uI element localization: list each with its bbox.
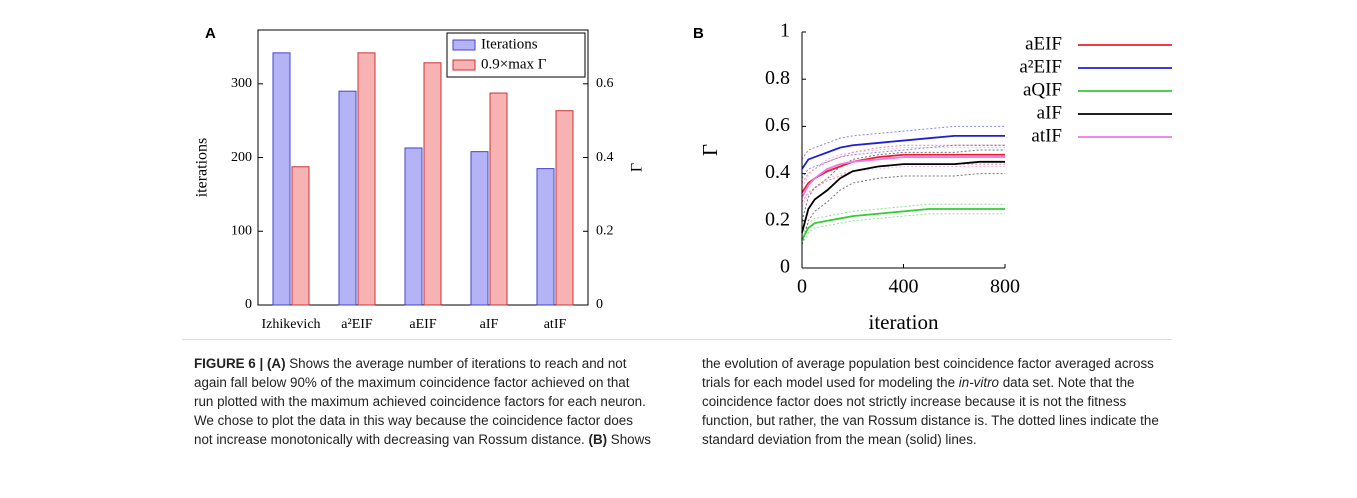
y-axis-label: Γ xyxy=(698,144,722,156)
y2-tick-label: 0.4 xyxy=(596,150,614,165)
std-line xyxy=(801,213,1005,245)
caption-label: FIGURE 6 | (A) xyxy=(194,356,286,371)
std-line xyxy=(801,125,1005,160)
mean-line xyxy=(801,208,1005,241)
caption: FIGURE 6 | (A) Shows the average number … xyxy=(182,339,1172,449)
y2-tick-label: 0 xyxy=(596,297,603,312)
y-tick-label: 0 xyxy=(245,297,252,312)
y-tick-label: 200 xyxy=(231,150,252,165)
bar xyxy=(555,110,574,306)
y-tick-label: 1 xyxy=(780,20,790,42)
bar xyxy=(489,92,508,306)
legend-label: Iterations xyxy=(481,36,538,52)
std-line xyxy=(801,173,1005,245)
y-tick-label: 0.4 xyxy=(765,161,790,183)
x-tick-label: 0 xyxy=(797,276,807,298)
legend-swatch xyxy=(452,39,476,51)
x-tick-label: 400 xyxy=(889,276,919,298)
caption-text: data set. Note that the coincidence fact… xyxy=(702,375,1159,447)
x-tick-label: aEIF xyxy=(409,317,436,332)
legend-label: a²EIF xyxy=(1019,56,1062,77)
bar xyxy=(291,166,310,306)
bar xyxy=(272,52,291,306)
legend-swatch xyxy=(452,59,476,71)
legend-label: aEIF xyxy=(1025,33,1062,54)
caption-text: Shows the average number of iterations t… xyxy=(194,356,646,447)
x-tick-label: aIF xyxy=(480,317,499,332)
legend-label: atIF xyxy=(1031,125,1062,146)
y2-axis-label: Γ xyxy=(629,163,646,172)
x-tick-label: atIF xyxy=(544,317,567,332)
x-tick-label: Izhikevich xyxy=(261,317,320,332)
panel-label: B xyxy=(693,25,704,42)
y2-tick-label: 0.6 xyxy=(596,76,614,91)
std-line xyxy=(801,166,1005,207)
bar xyxy=(357,52,376,306)
y-tick-label: 100 xyxy=(231,223,252,238)
bar xyxy=(338,90,357,306)
legend-label: aQIF xyxy=(1023,79,1062,100)
caption-text: Shows the evolution of average populatio… xyxy=(607,356,1154,447)
bar xyxy=(423,62,442,306)
mean-line xyxy=(801,156,1005,198)
y2-tick-label: 0.2 xyxy=(596,223,614,238)
y-tick-label: 0.2 xyxy=(765,208,790,230)
caption-text: in-vitro xyxy=(958,375,999,390)
y-axis-label: iterations xyxy=(194,138,211,198)
bar xyxy=(404,147,423,306)
legend-label: 0.9×max Γ xyxy=(481,56,547,72)
y-tick-label: 0 xyxy=(780,256,790,278)
x-tick-label: a²EIF xyxy=(341,317,373,332)
panel-label: A xyxy=(205,25,216,42)
mean-line xyxy=(801,134,1005,170)
y-tick-label: 0.6 xyxy=(765,114,790,136)
caption-label: (B) xyxy=(588,432,608,447)
mean-line xyxy=(801,160,1005,233)
bar xyxy=(536,168,555,306)
y-tick-label: 300 xyxy=(231,76,252,91)
legend-label: aIF xyxy=(1037,102,1062,123)
std-line xyxy=(801,203,1005,236)
plot-frame xyxy=(257,29,589,306)
x-tick-label: 800 xyxy=(990,276,1020,298)
std-line xyxy=(801,144,1005,179)
x-axis-label: iteration xyxy=(869,310,939,334)
std-line xyxy=(801,147,1005,188)
y-tick-label: 0.8 xyxy=(765,67,790,89)
bar xyxy=(470,151,489,306)
